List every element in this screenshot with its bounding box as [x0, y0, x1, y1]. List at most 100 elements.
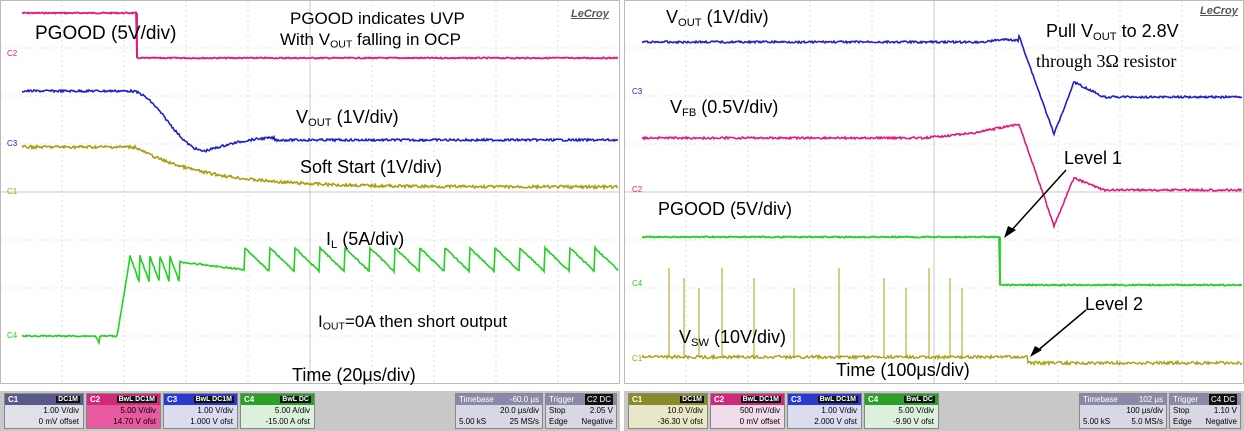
left-channel-c1[interactable]: C1 DC1M 1.00 V/div 0 mV offset — [4, 393, 84, 429]
right-level2-label: Level 2 — [1085, 294, 1144, 314]
left-il-trace — [21, 244, 619, 346]
trigger-channel: C4 DC — [1208, 394, 1237, 405]
right-timebase-box[interactable]: Timebase 102 µs 100 µs/div 5.00 kS 5.0 MS/… — [1079, 393, 1167, 429]
right-vsw-label: VSW (10V/div) — [679, 327, 787, 349]
right-vout-label: VOUT (1V/div) — [666, 7, 769, 29]
channel-scale: 5.00 V/div — [120, 406, 156, 415]
trigger-mode: Stop — [549, 406, 566, 415]
channel-scale: 1.00 V/div — [43, 406, 79, 415]
right-channel-c2[interactable]: C2 BwL DC1M 500 mV/div 0 mV offset — [710, 393, 785, 429]
left-il-label: IL (5A/div) — [326, 229, 405, 251]
right-marker-c2: C2 — [632, 185, 643, 194]
timebase-value: 102 µs — [1138, 395, 1163, 404]
channel-scale: 1.00 V/div — [197, 406, 233, 415]
right-vsw-trace — [641, 353, 1243, 367]
level1-arrow-line — [1009, 169, 1067, 233]
channel-name: C1 — [8, 395, 19, 404]
right-pull-label-line1: Pull VOUT to 2.8V — [1046, 21, 1179, 43]
left-oscilloscope: LeCroy PGOOD (5V/div) PGOOD indicates UV… — [0, 0, 620, 431]
left-waveform-screen: LeCroy PGOOD (5V/div) PGOOD indicates UV… — [0, 0, 620, 391]
channel-name: C1 — [632, 395, 643, 404]
channel-mode-badge: BwL DC — [280, 396, 311, 403]
left-softstart-trace — [21, 144, 618, 191]
right-pgood-trace — [641, 235, 1243, 287]
channel-mode-badge: DC1M — [680, 396, 704, 403]
right-marker-c3: C3 — [632, 87, 643, 96]
timebase-div: 20.0 µs/div — [500, 406, 539, 415]
left-pgood-label: PGOOD (5V/div) — [35, 23, 177, 44]
channel-mode-badge: BwL DC — [904, 396, 935, 403]
level2-arrow-head — [1030, 346, 1042, 357]
channel-scale: 5.00 A/div — [274, 406, 310, 415]
left-softstart-label: Soft Start (1V/div) — [300, 157, 443, 177]
channel-offset: 1.000 V ofst — [190, 417, 233, 426]
right-marker-c1: C1 — [632, 354, 643, 363]
right-time-label: Time (100μs/div) — [836, 360, 970, 380]
timebase-title: Timebase — [459, 395, 494, 404]
left-channel-c2[interactable]: C2 BwL DC1M 5.00 V/div 14.70 V ofst — [86, 393, 161, 429]
left-pgood-trace — [21, 11, 619, 60]
left-uvp-label-line1: PGOOD indicates UVP — [290, 9, 465, 28]
channel-mode-badge: BwL DC1M — [817, 396, 858, 403]
timebase-div: 100 µs/div — [1126, 406, 1163, 415]
left-time-label: Time (20μs/div) — [292, 365, 416, 385]
right-status-panel: C1 DC1M 10.0 V/div -36.30 V ofst C2 BwL DC… — [624, 391, 1244, 431]
channel-offset: -36.30 V ofst — [657, 417, 703, 426]
level2-arrow-line — [1035, 309, 1087, 353]
channel-mode-badge: BwL DC1M — [116, 396, 157, 403]
trigger-slope: Negative — [1205, 417, 1237, 426]
screen-border — [0, 0, 620, 384]
right-waveform-plot — [624, 0, 1244, 384]
right-trigger-box[interactable]: Trigger C4 DC Stop 1.10 V Edge Negative — [1169, 393, 1241, 429]
right-channel-c3[interactable]: C3 BwL DC1M 1.00 V/div 2.000 V ofst — [787, 393, 862, 429]
left-marker-c3: C3 — [7, 139, 18, 148]
left-iout-label: IOUT=0A then short output — [318, 312, 508, 333]
right-brand-logo: LeCroy — [1200, 5, 1238, 17]
left-waveform-plot — [0, 0, 620, 384]
right-channel-c1[interactable]: C1 DC1M 10.0 V/div -36.30 V ofst — [628, 393, 708, 429]
trigger-type: Edge — [1173, 417, 1192, 426]
timebase-value: -60.0 µs — [509, 395, 539, 404]
right-pull-label-line2: through 3Ω resistor — [1036, 51, 1177, 71]
right-vfb-trace — [641, 123, 1243, 230]
trigger-slope: Negative — [581, 417, 613, 426]
left-status-panel: C1 DC1M 1.00 V/div 0 mV offset C2 BwL DC1M… — [0, 391, 620, 431]
left-trigger-box[interactable]: Trigger C2 DC Stop 2.05 V Edge Negative — [545, 393, 617, 429]
right-waveform-screen: LeCroy VOUT (1V/div) Pull VOUT to 2.8V t… — [624, 0, 1244, 391]
channel-name: C2 — [714, 395, 725, 404]
channel-offset: 0 mV offset — [38, 417, 79, 426]
channel-offset: 0 mV offset — [739, 417, 780, 426]
right-marker-c4: C4 — [632, 279, 643, 288]
left-channel-c3[interactable]: C3 BwL DC1M 1.00 V/div 1.000 V ofst — [163, 393, 238, 429]
right-channel-c4[interactable]: C4 BwL DC 5.00 V/div -9.90 V ofst — [864, 393, 939, 429]
trigger-type: Edge — [549, 417, 568, 426]
channel-scale: 10.0 V/div — [667, 406, 703, 415]
left-uvp-label-line2: With VOUT falling in OCP — [280, 30, 461, 51]
left-marker-c1: C1 — [7, 187, 18, 196]
left-marker-c2: C2 — [7, 49, 18, 58]
right-vout-trace — [641, 33, 1243, 137]
timebase-rate: 5.0 MS/s — [1131, 417, 1163, 426]
channel-name: C3 — [791, 395, 802, 404]
channel-mode-badge: BwL DC1M — [193, 396, 234, 403]
channel-scale: 500 mV/div — [739, 406, 780, 415]
channel-offset: -15.00 A ofst — [265, 417, 310, 426]
channel-scale: 1.00 V/div — [821, 406, 857, 415]
timebase-samples: 5.00 kS — [1083, 417, 1111, 426]
trigger-level: 2.05 V — [589, 406, 613, 415]
channel-name: C4 — [244, 395, 255, 404]
trigger-channel: C2 DC — [584, 394, 613, 405]
trigger-title: Trigger — [1173, 395, 1199, 404]
trigger-mode: Stop — [1173, 406, 1190, 415]
trigger-level: 1.10 V — [1213, 406, 1237, 415]
left-channel-c4[interactable]: C4 BwL DC 5.00 A/div -15.00 A ofst — [240, 393, 315, 429]
right-oscilloscope: LeCroy VOUT (1V/div) Pull VOUT to 2.8V t… — [624, 0, 1244, 431]
right-vfb-label: VFB (0.5V/div) — [670, 97, 779, 119]
channel-offset: 2.000 V ofst — [814, 417, 857, 426]
left-timebase-box[interactable]: Timebase -60.0 µs 20.0 µs/div 5.00 kS 25 M… — [455, 393, 543, 429]
level1-arrow-head — [1004, 226, 1016, 238]
left-marker-c4: C4 — [7, 331, 18, 340]
left-vout-trace — [21, 88, 619, 153]
left-brand-logo: LeCroy — [571, 8, 609, 20]
channel-offset: -9.90 V ofst — [893, 417, 934, 426]
